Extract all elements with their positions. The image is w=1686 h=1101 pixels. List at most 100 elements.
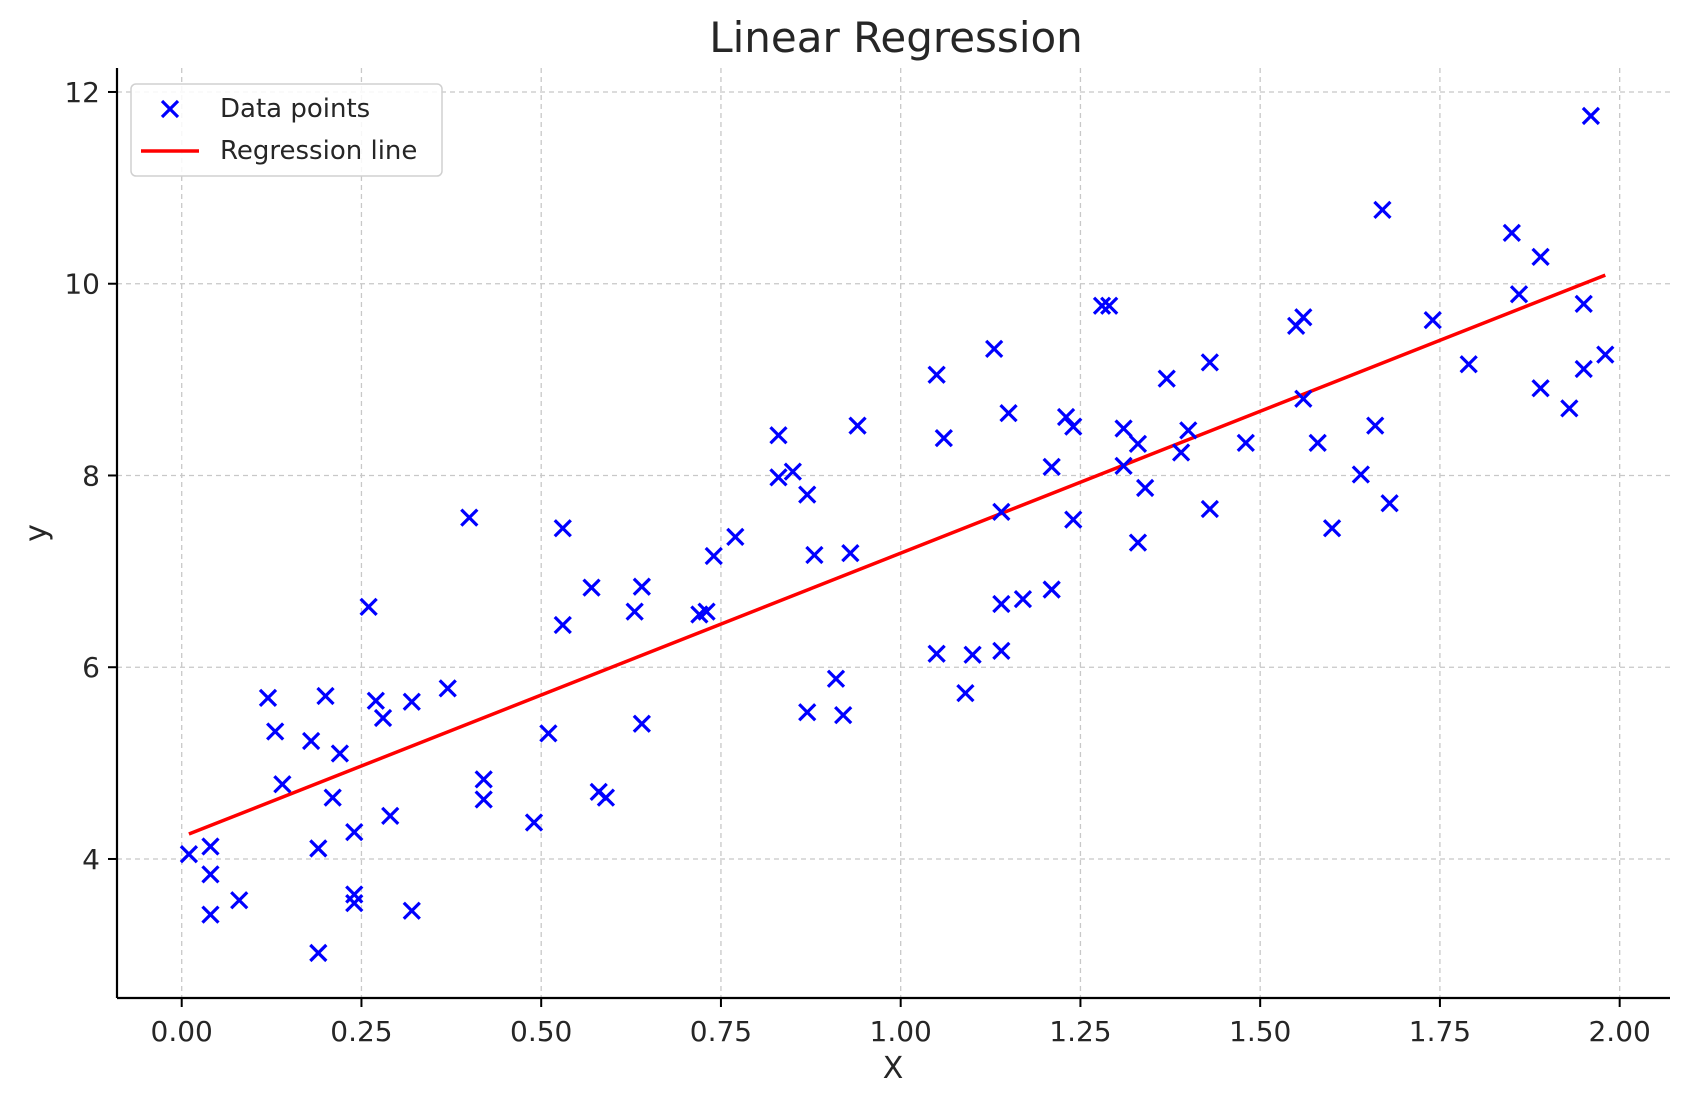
legend-marker-data-points bbox=[160, 99, 180, 119]
data-point bbox=[769, 426, 788, 445]
legend-label-regression-line: Regression line bbox=[220, 136, 417, 166]
y-tick-label: 10 bbox=[64, 268, 100, 301]
x-tick-label: 1.00 bbox=[870, 1015, 932, 1048]
x-tick-label: 2.00 bbox=[1588, 1015, 1650, 1048]
data-point bbox=[1013, 590, 1033, 609]
data-point bbox=[992, 594, 1011, 614]
data-point bbox=[1531, 379, 1550, 398]
x-tick-label: 0.25 bbox=[330, 1015, 392, 1048]
x-tick-label: 0.00 bbox=[151, 1015, 213, 1048]
data-point bbox=[1042, 580, 1061, 599]
data-point bbox=[345, 823, 364, 842]
legend: Data points Regression line bbox=[130, 83, 443, 177]
data-point bbox=[1509, 285, 1529, 304]
data-point bbox=[201, 865, 220, 884]
x-tick-label: 1.75 bbox=[1409, 1015, 1471, 1048]
data-point bbox=[1128, 533, 1148, 552]
legend-x-marker bbox=[160, 99, 180, 119]
data-point bbox=[805, 545, 824, 565]
data-point bbox=[963, 645, 982, 664]
data-point bbox=[309, 943, 328, 963]
data-point bbox=[841, 544, 860, 563]
data-point bbox=[366, 691, 385, 710]
data-point bbox=[1200, 353, 1219, 372]
data-point bbox=[1581, 106, 1601, 126]
data-point bbox=[301, 731, 321, 751]
data-point bbox=[230, 891, 249, 910]
data-point bbox=[992, 641, 1011, 661]
data-point bbox=[1294, 389, 1313, 408]
data-point bbox=[1236, 433, 1255, 453]
legend-label-data-points: Data points bbox=[220, 94, 370, 124]
y-axis-ticks: 4 6 8 10 12 bbox=[64, 76, 117, 876]
y-axis-label: y bbox=[19, 524, 54, 542]
y-tick-label: 6 bbox=[82, 651, 100, 684]
x-axis-label: X bbox=[883, 1051, 904, 1086]
data-point bbox=[1114, 456, 1133, 476]
data-point bbox=[553, 519, 572, 538]
data-point bbox=[1322, 519, 1342, 538]
data-point bbox=[1157, 369, 1176, 388]
data-point bbox=[1366, 416, 1385, 435]
data-point bbox=[783, 462, 802, 481]
x-tick-label: 1.25 bbox=[1049, 1015, 1111, 1048]
data-point bbox=[704, 546, 723, 566]
data-point bbox=[632, 714, 651, 733]
data-point bbox=[848, 416, 867, 435]
data-point bbox=[985, 339, 1004, 359]
legend-box bbox=[130, 83, 443, 177]
chart-title: Linear Regression bbox=[709, 13, 1083, 62]
data-point bbox=[1596, 345, 1615, 364]
data-point bbox=[826, 669, 846, 688]
data-point bbox=[1100, 296, 1119, 315]
data-point bbox=[1502, 223, 1521, 243]
data-point bbox=[309, 839, 328, 858]
data-point bbox=[1042, 457, 1061, 476]
data-point bbox=[1136, 478, 1155, 498]
data-point bbox=[927, 365, 946, 384]
data-point bbox=[1294, 308, 1313, 327]
data-point bbox=[438, 679, 457, 698]
data-point bbox=[330, 744, 350, 763]
data-point bbox=[1200, 499, 1219, 519]
data-point bbox=[625, 602, 644, 621]
data-point bbox=[992, 502, 1011, 522]
regression-line-group bbox=[188, 273, 1606, 836]
data-point bbox=[1092, 296, 1112, 315]
data-point bbox=[798, 485, 817, 504]
data-point bbox=[359, 597, 378, 616]
data-point bbox=[201, 837, 220, 856]
data-point bbox=[524, 813, 544, 832]
data-point bbox=[798, 703, 817, 722]
data-point bbox=[273, 775, 292, 794]
x-tick-label: 1.50 bbox=[1229, 1015, 1291, 1048]
data-point bbox=[956, 683, 975, 703]
data-point bbox=[834, 706, 853, 725]
data-point bbox=[266, 722, 285, 741]
data-point bbox=[697, 602, 716, 621]
data-point bbox=[596, 788, 616, 807]
data-point bbox=[316, 686, 335, 706]
data-point bbox=[345, 893, 364, 913]
data-point bbox=[1064, 417, 1083, 436]
data-points-group bbox=[179, 106, 1615, 963]
data-point bbox=[1423, 311, 1442, 330]
data-point bbox=[726, 527, 745, 546]
x-tick-label: 0.75 bbox=[690, 1015, 752, 1048]
data-point bbox=[632, 577, 651, 596]
data-point bbox=[402, 901, 421, 920]
data-point bbox=[258, 688, 278, 708]
data-point bbox=[1056, 407, 1076, 427]
data-point bbox=[381, 806, 400, 825]
data-point bbox=[1179, 421, 1198, 440]
data-point bbox=[1114, 419, 1133, 438]
data-point bbox=[582, 578, 601, 597]
data-point bbox=[201, 905, 220, 924]
data-point bbox=[1128, 434, 1148, 453]
grid bbox=[117, 68, 1670, 998]
data-point bbox=[1373, 200, 1392, 220]
data-point bbox=[927, 644, 946, 663]
data-point bbox=[1351, 465, 1370, 484]
